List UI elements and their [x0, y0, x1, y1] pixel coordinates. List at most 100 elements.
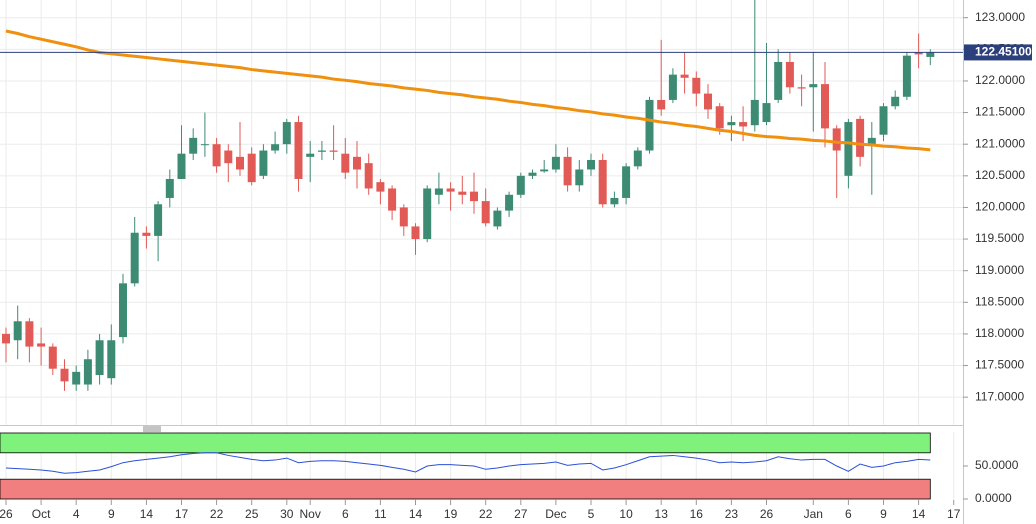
x-tick-label: 9 — [880, 507, 887, 521]
x-tick-label: 22 — [479, 507, 493, 521]
candle-body — [750, 99, 759, 126]
x-tick-label: 4 — [73, 507, 80, 521]
candle-body — [294, 122, 303, 179]
rsi-y-tick-label: 50.0000 — [975, 458, 1019, 472]
candle-body — [142, 232, 151, 236]
candle-body — [493, 210, 502, 227]
candle-body — [434, 188, 443, 195]
candle-body — [224, 150, 233, 164]
candle-body — [48, 346, 57, 369]
candle-body — [271, 144, 280, 151]
last-price-label: 122.45100 — [975, 45, 1032, 59]
candle-body — [364, 163, 373, 189]
candle-body — [540, 169, 549, 172]
candle-body — [551, 156, 560, 170]
candle-body — [587, 160, 595, 170]
y-tick-label: 119.0000 — [975, 263, 1024, 277]
candle-body — [563, 156, 572, 186]
candle-body — [177, 153, 186, 179]
candle-body — [516, 175, 525, 195]
x-tick-label: 23 — [725, 507, 739, 521]
candle-body — [481, 201, 490, 224]
x-tick-label: 10 — [619, 507, 633, 521]
y-tick-label: 120.5000 — [975, 168, 1025, 182]
candle-body — [446, 188, 455, 192]
last-price-box — [964, 44, 1032, 61]
candle-body — [388, 188, 397, 211]
x-tick-label: 27 — [514, 507, 528, 521]
x-tick-label: 17 — [175, 507, 189, 521]
candle-body — [212, 144, 221, 167]
candle-body — [2, 333, 10, 344]
candle-body — [119, 283, 127, 338]
candle-body — [72, 371, 81, 385]
candle-body — [200, 144, 209, 146]
rsi-line — [5, 452, 931, 474]
x-tick-label: 14 — [912, 507, 926, 521]
candle-body — [505, 194, 514, 211]
candle-body — [657, 99, 666, 110]
y-tick-label: 122.0000 — [975, 73, 1025, 87]
candle-body — [282, 122, 291, 145]
candle-body — [458, 191, 467, 195]
candle-body — [83, 359, 92, 385]
x-tick-label: 9 — [108, 507, 115, 521]
candle-body — [704, 93, 712, 110]
candle-body — [60, 368, 69, 382]
candle-body — [247, 153, 256, 183]
y-tick-label: 118.5000 — [975, 294, 1024, 308]
candle-body — [470, 191, 478, 202]
candle-body — [785, 61, 794, 88]
candle-body — [37, 343, 46, 347]
x-tick-label: 14 — [409, 507, 423, 521]
candle-body — [329, 150, 338, 152]
candle-body — [528, 172, 537, 176]
candle-body — [95, 340, 104, 376]
candle-body — [259, 150, 268, 176]
candle-body — [622, 166, 631, 198]
candle-body — [692, 77, 701, 94]
candle-body — [399, 207, 408, 227]
panel-handle[interactable] — [143, 426, 161, 432]
candle-body — [879, 106, 888, 135]
candle-body — [376, 182, 385, 192]
y-tick-label: 121.0000 — [975, 136, 1025, 150]
candle-body — [189, 137, 198, 154]
candle-body — [821, 84, 829, 129]
x-tick-label: Nov — [300, 507, 321, 521]
candle-body — [715, 106, 724, 129]
candle-body — [341, 153, 350, 173]
y-tick-label: 120.0000 — [975, 200, 1025, 214]
candle-body — [575, 169, 584, 186]
candle-body — [844, 122, 853, 176]
candle-body — [867, 137, 876, 145]
candle-body — [902, 55, 911, 97]
y-tick-label: 117.0000 — [975, 389, 1024, 403]
x-tick-label: 13 — [655, 507, 669, 521]
candle-body — [306, 153, 315, 157]
x-tick-label: 25 — [245, 507, 259, 521]
x-tick-label: 14 — [140, 507, 154, 521]
candle-body — [317, 150, 326, 152]
candle-body — [645, 99, 654, 151]
candle-body — [610, 197, 619, 205]
x-tick-label: 26 — [0, 507, 13, 521]
candle-body — [914, 52, 923, 55]
candle-body — [762, 103, 771, 123]
candle-body — [809, 84, 818, 88]
x-tick-label: 6 — [845, 507, 852, 521]
candle-body — [598, 160, 607, 205]
candle-body — [165, 178, 174, 198]
y-tick-label: 118.0000 — [975, 326, 1024, 340]
candle-body — [633, 150, 642, 167]
candle-body — [727, 122, 736, 126]
x-tick-label: 30 — [280, 507, 294, 521]
candle-body — [856, 118, 865, 157]
oversold-band — [0, 478, 931, 500]
candle-body — [107, 340, 116, 379]
candle-body — [423, 188, 432, 240]
candle-body — [130, 232, 139, 284]
candle-body — [236, 156, 244, 170]
moving-average-line — [5, 29, 931, 152]
candle-body — [926, 52, 935, 57]
